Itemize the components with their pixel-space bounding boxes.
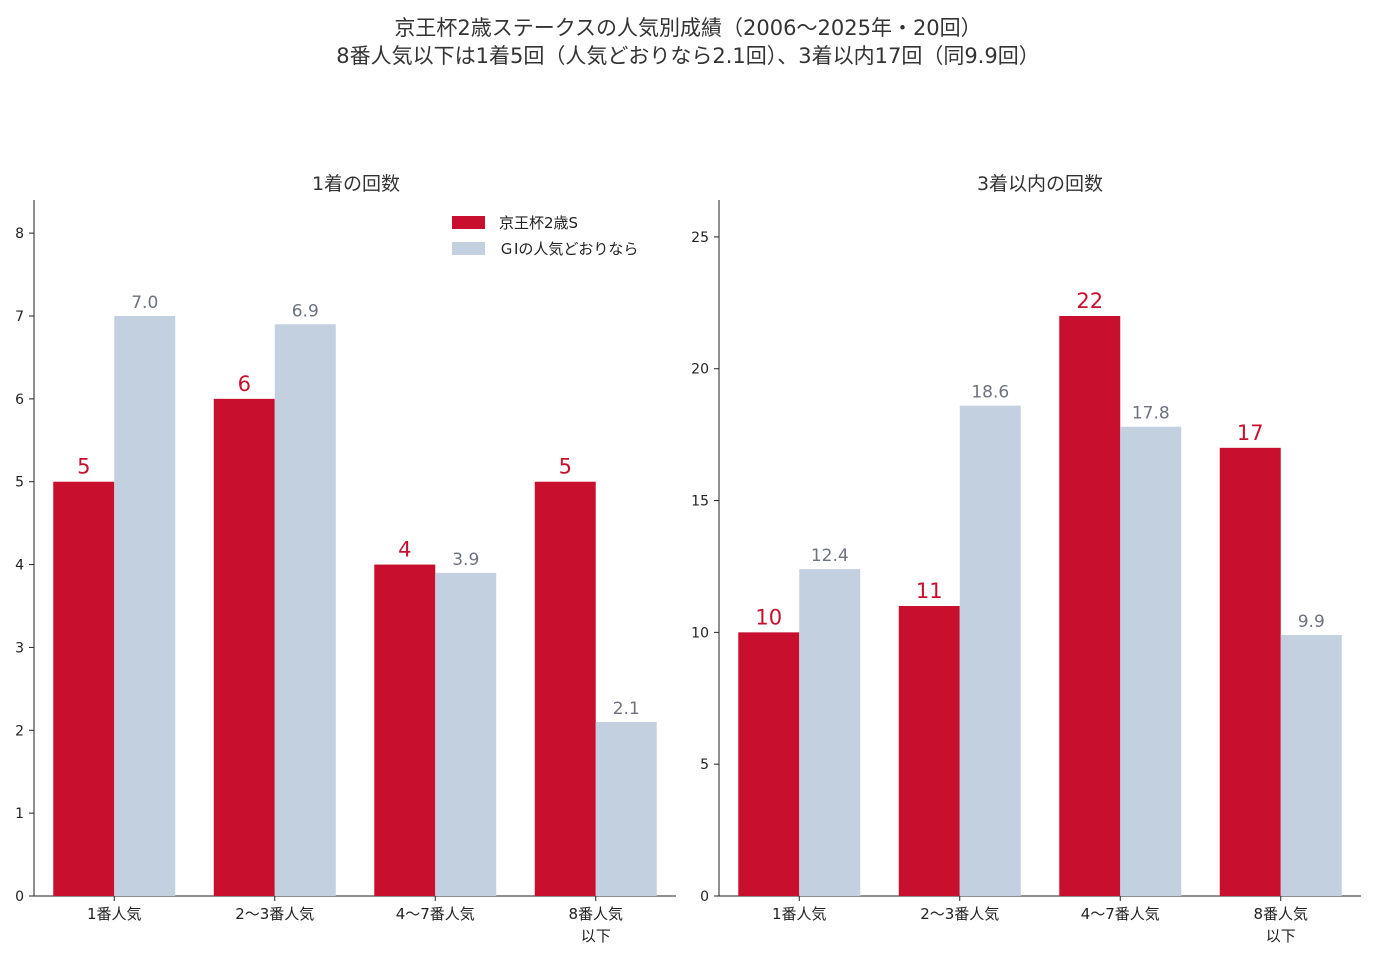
bar-actual-1 bbox=[1059, 316, 1121, 896]
y-tick-label-0: 2 bbox=[15, 723, 24, 739]
y-tick-label-0: 3 bbox=[15, 640, 24, 656]
bar-actual-1 bbox=[898, 606, 960, 896]
bar-actual-0 bbox=[213, 398, 275, 896]
data-label-actual-0: 5 bbox=[559, 455, 572, 479]
bar-expected-1 bbox=[799, 569, 861, 896]
data-label-actual-1: 11 bbox=[916, 579, 943, 603]
legend-label-actual: 京王杯2歳S bbox=[499, 214, 578, 232]
bar-expected-0 bbox=[114, 316, 176, 896]
x-tick-label-0: 以下 bbox=[581, 927, 611, 945]
y-tick-label-0: 0 bbox=[15, 889, 24, 905]
x-tick-label-0: 4〜7番人気 bbox=[396, 905, 475, 923]
y-tick-label-1: 0 bbox=[700, 889, 709, 905]
y-tick-label-1: 25 bbox=[691, 230, 709, 246]
data-label-expected-0: 7.0 bbox=[131, 293, 158, 313]
data-label-expected-0: 3.9 bbox=[452, 550, 479, 570]
y-tick-label-0: 4 bbox=[15, 558, 24, 574]
x-tick-label-1: 2〜3番人気 bbox=[920, 905, 999, 923]
bar-expected-1 bbox=[1120, 426, 1182, 896]
data-label-expected-0: 2.1 bbox=[613, 699, 640, 719]
data-label-expected-0: 6.9 bbox=[292, 301, 319, 321]
y-tick-label-0: 6 bbox=[15, 392, 24, 408]
bar-expected-1 bbox=[1280, 635, 1342, 896]
y-tick-label-0: 7 bbox=[15, 309, 24, 325]
data-label-actual-1: 22 bbox=[1076, 289, 1103, 313]
data-label-expected-1: 9.9 bbox=[1298, 612, 1325, 632]
y-tick-label-0: 1 bbox=[15, 806, 24, 822]
panel-title-0: 1着の回数 bbox=[312, 173, 400, 195]
x-tick-label-1: 8番人気 bbox=[1253, 905, 1308, 923]
x-tick-label-1: 以下 bbox=[1266, 927, 1296, 945]
legend-swatch-expected bbox=[452, 242, 485, 255]
figure-title: 京王杯2歳ステークスの人気別成績（2006〜2025年・20回） 8番人気以下は… bbox=[0, 14, 1376, 70]
bar-actual-0 bbox=[534, 481, 596, 896]
x-tick-label-0: 2〜3番人気 bbox=[235, 905, 314, 923]
legend-swatch-actual bbox=[452, 216, 485, 229]
x-tick-label-1: 1番人気 bbox=[772, 905, 827, 923]
y-tick-label-1: 15 bbox=[691, 494, 709, 510]
figure-title-line-1: 京王杯2歳ステークスの人気別成績（2006〜2025年・20回） bbox=[394, 16, 982, 40]
bar-expected-0 bbox=[435, 572, 497, 896]
y-tick-label-1: 20 bbox=[691, 362, 709, 378]
data-label-expected-1: 17.8 bbox=[1132, 404, 1170, 424]
x-tick-label-0: 8番人気 bbox=[568, 905, 623, 923]
data-label-actual-0: 4 bbox=[398, 538, 411, 562]
y-tick-label-0: 5 bbox=[15, 475, 24, 491]
bar-expected-1 bbox=[959, 405, 1021, 896]
panel-title-1: 3着以内の回数 bbox=[977, 173, 1103, 195]
bar-expected-0 bbox=[274, 324, 336, 896]
x-tick-label-0: 1番人気 bbox=[87, 905, 142, 923]
legend-label-expected: ＧⅠの人気どおりなら bbox=[499, 240, 638, 258]
figure-title-line-2: 8番人気以下は1着5回（人気どおりなら2.1回）、3着以内17回（同9.9回） bbox=[336, 44, 1040, 68]
bar-actual-0 bbox=[374, 564, 436, 896]
y-tick-label-1: 5 bbox=[700, 757, 709, 773]
data-label-actual-1: 17 bbox=[1237, 421, 1264, 445]
bar-actual-1 bbox=[1219, 447, 1281, 896]
y-tick-label-0: 8 bbox=[15, 226, 24, 242]
bar-actual-1 bbox=[738, 632, 800, 896]
bar-actual-0 bbox=[53, 481, 115, 896]
data-label-actual-1: 10 bbox=[755, 605, 782, 629]
data-label-actual-0: 5 bbox=[77, 455, 90, 479]
x-tick-label-1: 4〜7番人気 bbox=[1081, 905, 1160, 923]
data-label-expected-1: 12.4 bbox=[811, 546, 849, 566]
bar-expected-0 bbox=[595, 722, 657, 896]
data-label-expected-1: 18.6 bbox=[971, 383, 1009, 403]
y-tick-label-1: 10 bbox=[691, 625, 709, 641]
data-label-actual-0: 6 bbox=[238, 372, 251, 396]
